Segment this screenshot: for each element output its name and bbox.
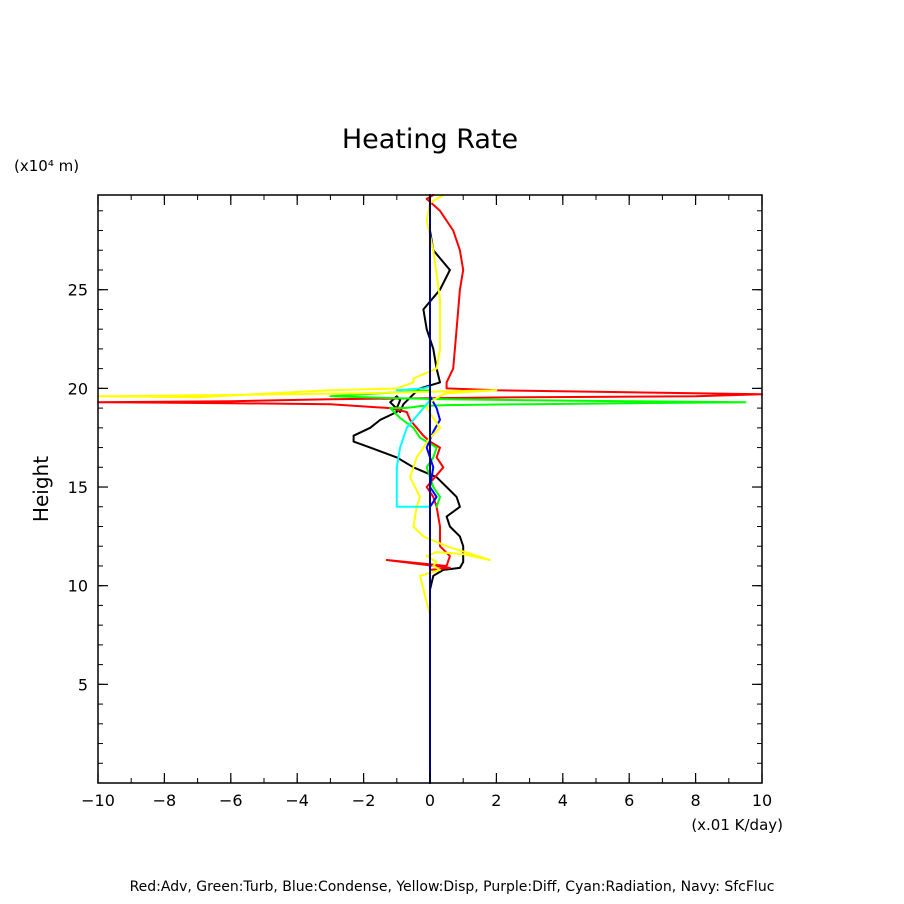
series-line-2 <box>329 389 747 508</box>
y-tick-label: 10 <box>68 577 88 596</box>
y-unit-label: (x10⁴ m) <box>14 157 79 175</box>
x-unit-label: (x.01 K/day) <box>691 816 783 834</box>
y-tick-label: 20 <box>68 379 88 398</box>
x-tick-label: −6 <box>219 791 243 810</box>
x-tick-label: 8 <box>691 791 701 810</box>
plot-frame <box>97 194 763 784</box>
y-tick-label: 25 <box>68 281 88 300</box>
y-tick-label: 5 <box>78 675 88 694</box>
x-tick-label: −2 <box>352 791 376 810</box>
x-tick-label: −8 <box>153 791 177 810</box>
x-tick-label: 10 <box>752 791 772 810</box>
legend-caption: Red:Adv, Green:Turb, Blue:Condense, Yell… <box>130 879 775 895</box>
series-layer <box>97 194 763 784</box>
x-tick-label: 4 <box>558 791 568 810</box>
x-tick-label: −4 <box>285 791 309 810</box>
y-tick-label: 15 <box>68 478 88 497</box>
x-tick-label: 2 <box>491 791 501 810</box>
x-tick-label: 6 <box>624 791 634 810</box>
x-tick-label: −10 <box>81 791 115 810</box>
series-line-0 <box>352 194 465 627</box>
series-line-1 <box>97 194 763 571</box>
y-axis-label: Height <box>29 456 53 522</box>
ticks-layer: −10 −8 −6 −4 −2 0 2 4 6 8 10 5 10 15 20 25 <box>68 195 772 810</box>
chart-title: Heating Rate <box>342 124 518 155</box>
x-tick-label: 0 <box>425 791 435 810</box>
